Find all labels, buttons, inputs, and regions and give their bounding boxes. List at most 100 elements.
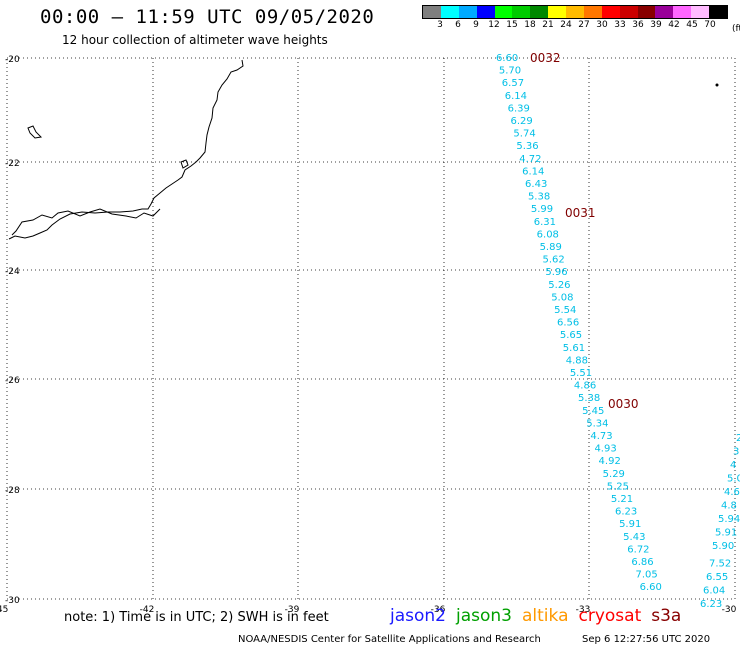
- scale-swatch: [655, 6, 674, 18]
- coastline-bay: [11, 208, 161, 236]
- y-tick-label: -24: [5, 267, 20, 277]
- track-wave-height: 5.43: [623, 532, 645, 543]
- satellite-jason2: jason2: [390, 606, 446, 626]
- altimeter-track: 6.605.706.576.146.396.295.745.364.726.14…: [496, 51, 740, 610]
- satellite-jason3: jason3: [456, 606, 512, 626]
- track-wave-height: 5.08: [551, 292, 573, 303]
- track-time-label: 0030: [608, 397, 639, 411]
- track-wave-height: 6.60: [496, 53, 518, 64]
- track-wave-height: 6.39: [508, 103, 530, 114]
- track-wave-height: 5.74: [513, 129, 535, 140]
- scale-label: 36: [632, 20, 644, 30]
- color-scale-labels: 3 6 9 12 15 18 21 24 27 30 33 36 39 42 45 70: [422, 19, 728, 31]
- satellite-altika: altika: [522, 606, 569, 626]
- y-tick-label: -30: [5, 596, 20, 606]
- track-wave-height: 6.56: [557, 318, 579, 329]
- track-wave-height: 5.54: [554, 305, 576, 316]
- footnote: note: 1) Time is in UTC; 2) SWH is in fe…: [64, 610, 329, 625]
- track-wave-height: 6.08: [537, 229, 559, 240]
- map-subtitle: 12 hour collection of altimeter wave hei…: [62, 33, 328, 47]
- track-wave-height: 5.94: [718, 514, 740, 525]
- scale-swatch: [566, 6, 584, 18]
- scale-swatch: [512, 6, 531, 18]
- track-wave-height: 4.73: [590, 431, 612, 442]
- track-time-label: 0031: [565, 206, 596, 220]
- scale-swatch: [637, 6, 656, 18]
- satellite-s3a: s3a: [651, 606, 682, 626]
- track-wave-height: 7.52: [709, 559, 731, 570]
- scale-label: 27: [578, 20, 590, 30]
- y-tick-label: -20: [5, 55, 20, 65]
- scale-swatch: [423, 6, 441, 18]
- track-wave-height: 4.86: [574, 381, 596, 392]
- track-wave-height: 3: [733, 447, 739, 458]
- scale-swatch: [458, 6, 477, 18]
- track-wave-height: 6.55: [706, 572, 728, 583]
- scale-swatch: [440, 6, 459, 18]
- track-wave-height: 5.51: [570, 368, 592, 379]
- y-tick-label: -28: [5, 486, 20, 496]
- scale-label: 33: [614, 20, 626, 30]
- color-scale-bar: [422, 5, 728, 19]
- scale-label: 12: [488, 20, 500, 30]
- scale-swatch: [583, 6, 602, 18]
- scale-swatch: [709, 6, 727, 18]
- track-wave-height: 5.70: [499, 66, 521, 77]
- track-wave-height: 2: [736, 433, 740, 444]
- scale-label: 18: [524, 20, 536, 30]
- y-tick-label: -22: [5, 159, 20, 169]
- track-wave-height: 6.14: [522, 166, 544, 177]
- x-tick-label: -30: [722, 605, 737, 615]
- track-wave-height: 6.57: [502, 78, 524, 89]
- track-wave-height: 6.72: [627, 544, 649, 555]
- track-wave-height: 5.91: [715, 528, 737, 539]
- track-wave-height: 6.04: [703, 586, 725, 597]
- scale-swatch: [601, 6, 620, 18]
- track-wave-height: 4.92: [599, 456, 621, 467]
- scale-swatch: [691, 6, 709, 18]
- track-wave-height: 5.99: [531, 204, 553, 215]
- island-dot: [715, 83, 719, 87]
- track-wave-height: 5.38: [528, 192, 550, 203]
- track-wave-height: 6.14: [505, 91, 527, 102]
- x-tick-label: -36: [431, 605, 446, 615]
- scale-label: 24: [560, 20, 572, 30]
- scale-swatch: [619, 6, 638, 18]
- scale-swatch: [530, 6, 549, 18]
- axis-tick-labels: -45 -42 -39 -36 -33 -30 -20 -22 -24 -26 -28 -30: [0, 55, 737, 615]
- track-wave-height: 5.89: [540, 242, 562, 253]
- track-wave-height: 6.31: [534, 217, 556, 228]
- track-wave-height: 7.05: [635, 570, 657, 581]
- scale-label: 15: [506, 20, 518, 30]
- island-north: [27, 125, 43, 139]
- scale-label: 30: [596, 20, 608, 30]
- track-wave-height: 5.96: [545, 267, 567, 278]
- island-small: [180, 159, 189, 169]
- x-tick-label: -42: [140, 605, 155, 615]
- x-tick-label: -39: [285, 605, 300, 615]
- generation-timestamp: Sep 6 12:27:56 UTC 2020: [582, 634, 711, 645]
- track-wave-height: 4: [730, 460, 736, 471]
- y-tick-label: -26: [5, 376, 20, 386]
- scale-label: 70: [704, 20, 716, 30]
- scale-label: 39: [650, 20, 662, 30]
- track-wave-height: 5.91: [619, 519, 641, 530]
- track-wave-height: 5.65: [560, 330, 582, 341]
- x-tick-label: -33: [576, 605, 591, 615]
- track-wave-height: 5.45: [582, 406, 604, 417]
- track-wave-height: 5.90: [712, 541, 734, 552]
- track-wave-height: 5.21: [611, 494, 633, 505]
- track-wave-height: 4.6: [724, 487, 740, 498]
- scale-label: 9: [473, 20, 479, 30]
- scale-swatch: [548, 6, 566, 18]
- map-frame: [6, 57, 736, 600]
- track-wave-height: 6.43: [525, 179, 547, 190]
- track-wave-height: 6.60: [640, 582, 662, 593]
- track-wave-height: 6.23: [700, 599, 722, 610]
- track-wave-height: 5.26: [548, 280, 570, 291]
- coastline-mainland: [8, 59, 244, 240]
- track-wave-height: 5.61: [563, 343, 585, 354]
- track-wave-height: 5.62: [542, 255, 564, 266]
- scale-swatch: [476, 6, 495, 18]
